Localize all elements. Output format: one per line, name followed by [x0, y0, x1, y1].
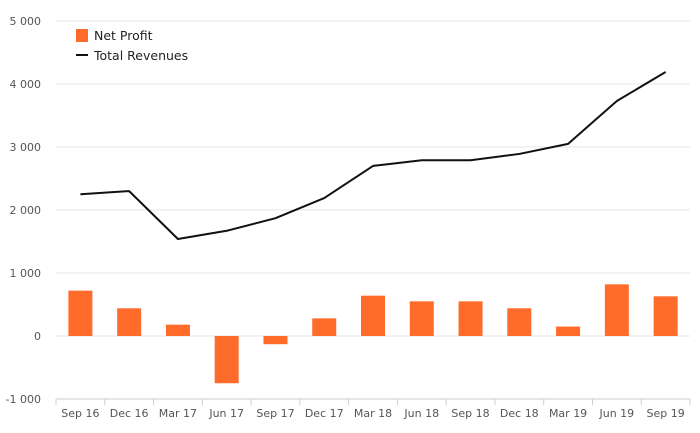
x-tick-label: Mar 18 [354, 407, 392, 420]
bar-net-profit[interactable] [263, 336, 288, 345]
bar-net-profit[interactable] [604, 284, 629, 336]
x-tick-label: Sep 16 [61, 407, 99, 420]
x-tick-label: Jun 19 [599, 407, 635, 420]
legend[interactable]: Net Profit Total Revenues [76, 28, 188, 63]
total-revenues-line-group [80, 71, 667, 240]
bar-net-profit[interactable] [507, 308, 532, 336]
legend-label-net-profit: Net Profit [94, 28, 153, 43]
x-tick-label: Sep 18 [451, 407, 489, 420]
x-tick-label: Dec 18 [500, 407, 539, 420]
bar-net-profit[interactable] [117, 308, 142, 336]
x-tick-label: Mar 17 [159, 407, 197, 420]
total-revenues-line[interactable] [80, 71, 667, 240]
x-axis: Sep 16 Dec 16 Mar 17 Jun 17 Sep 17 Dec 17 Mar … [55, 398, 691, 420]
x-tick-label: Sep 19 [646, 407, 684, 420]
bar-net-profit[interactable] [458, 301, 483, 336]
y-tick-label: 0 [34, 330, 41, 343]
legend-item-total-revenues[interactable]: Total Revenues [76, 48, 188, 63]
bar-net-profit[interactable] [312, 318, 337, 336]
y-tick-label: 2 000 [10, 204, 42, 217]
y-tick-label: 5 000 [10, 15, 42, 28]
net-profit-bars [68, 284, 678, 384]
bar-net-profit[interactable] [556, 326, 581, 336]
x-tick-label: Jun 18 [403, 407, 439, 420]
x-tick-label: Dec 16 [110, 407, 149, 420]
x-tick-label: Mar 19 [549, 407, 587, 420]
bar-net-profit[interactable] [214, 336, 239, 384]
bar-net-profit[interactable] [653, 296, 678, 336]
grid-lines [56, 20, 690, 400]
y-axis-tick-labels: -1 000 0 1 000 2 000 3 000 4 000 5 000 [6, 15, 41, 406]
x-tick-label: Jun 17 [208, 407, 244, 420]
bar-net-profit[interactable] [409, 301, 434, 336]
y-tick-label: 4 000 [10, 78, 42, 91]
legend-item-net-profit[interactable]: Net Profit [76, 28, 153, 43]
bar-net-profit[interactable] [361, 295, 385, 336]
x-tick-label: Dec 17 [305, 407, 344, 420]
x-tick-label: Sep 17 [256, 407, 294, 420]
y-tick-label: -1 000 [6, 393, 41, 406]
legend-swatch-net-profit [76, 29, 88, 42]
bar-net-profit[interactable] [165, 324, 190, 336]
y-tick-label: 1 000 [10, 267, 42, 280]
bar-net-profit[interactable] [68, 290, 93, 336]
legend-label-total-revenues: Total Revenues [93, 48, 188, 63]
y-tick-label: 3 000 [10, 141, 42, 154]
